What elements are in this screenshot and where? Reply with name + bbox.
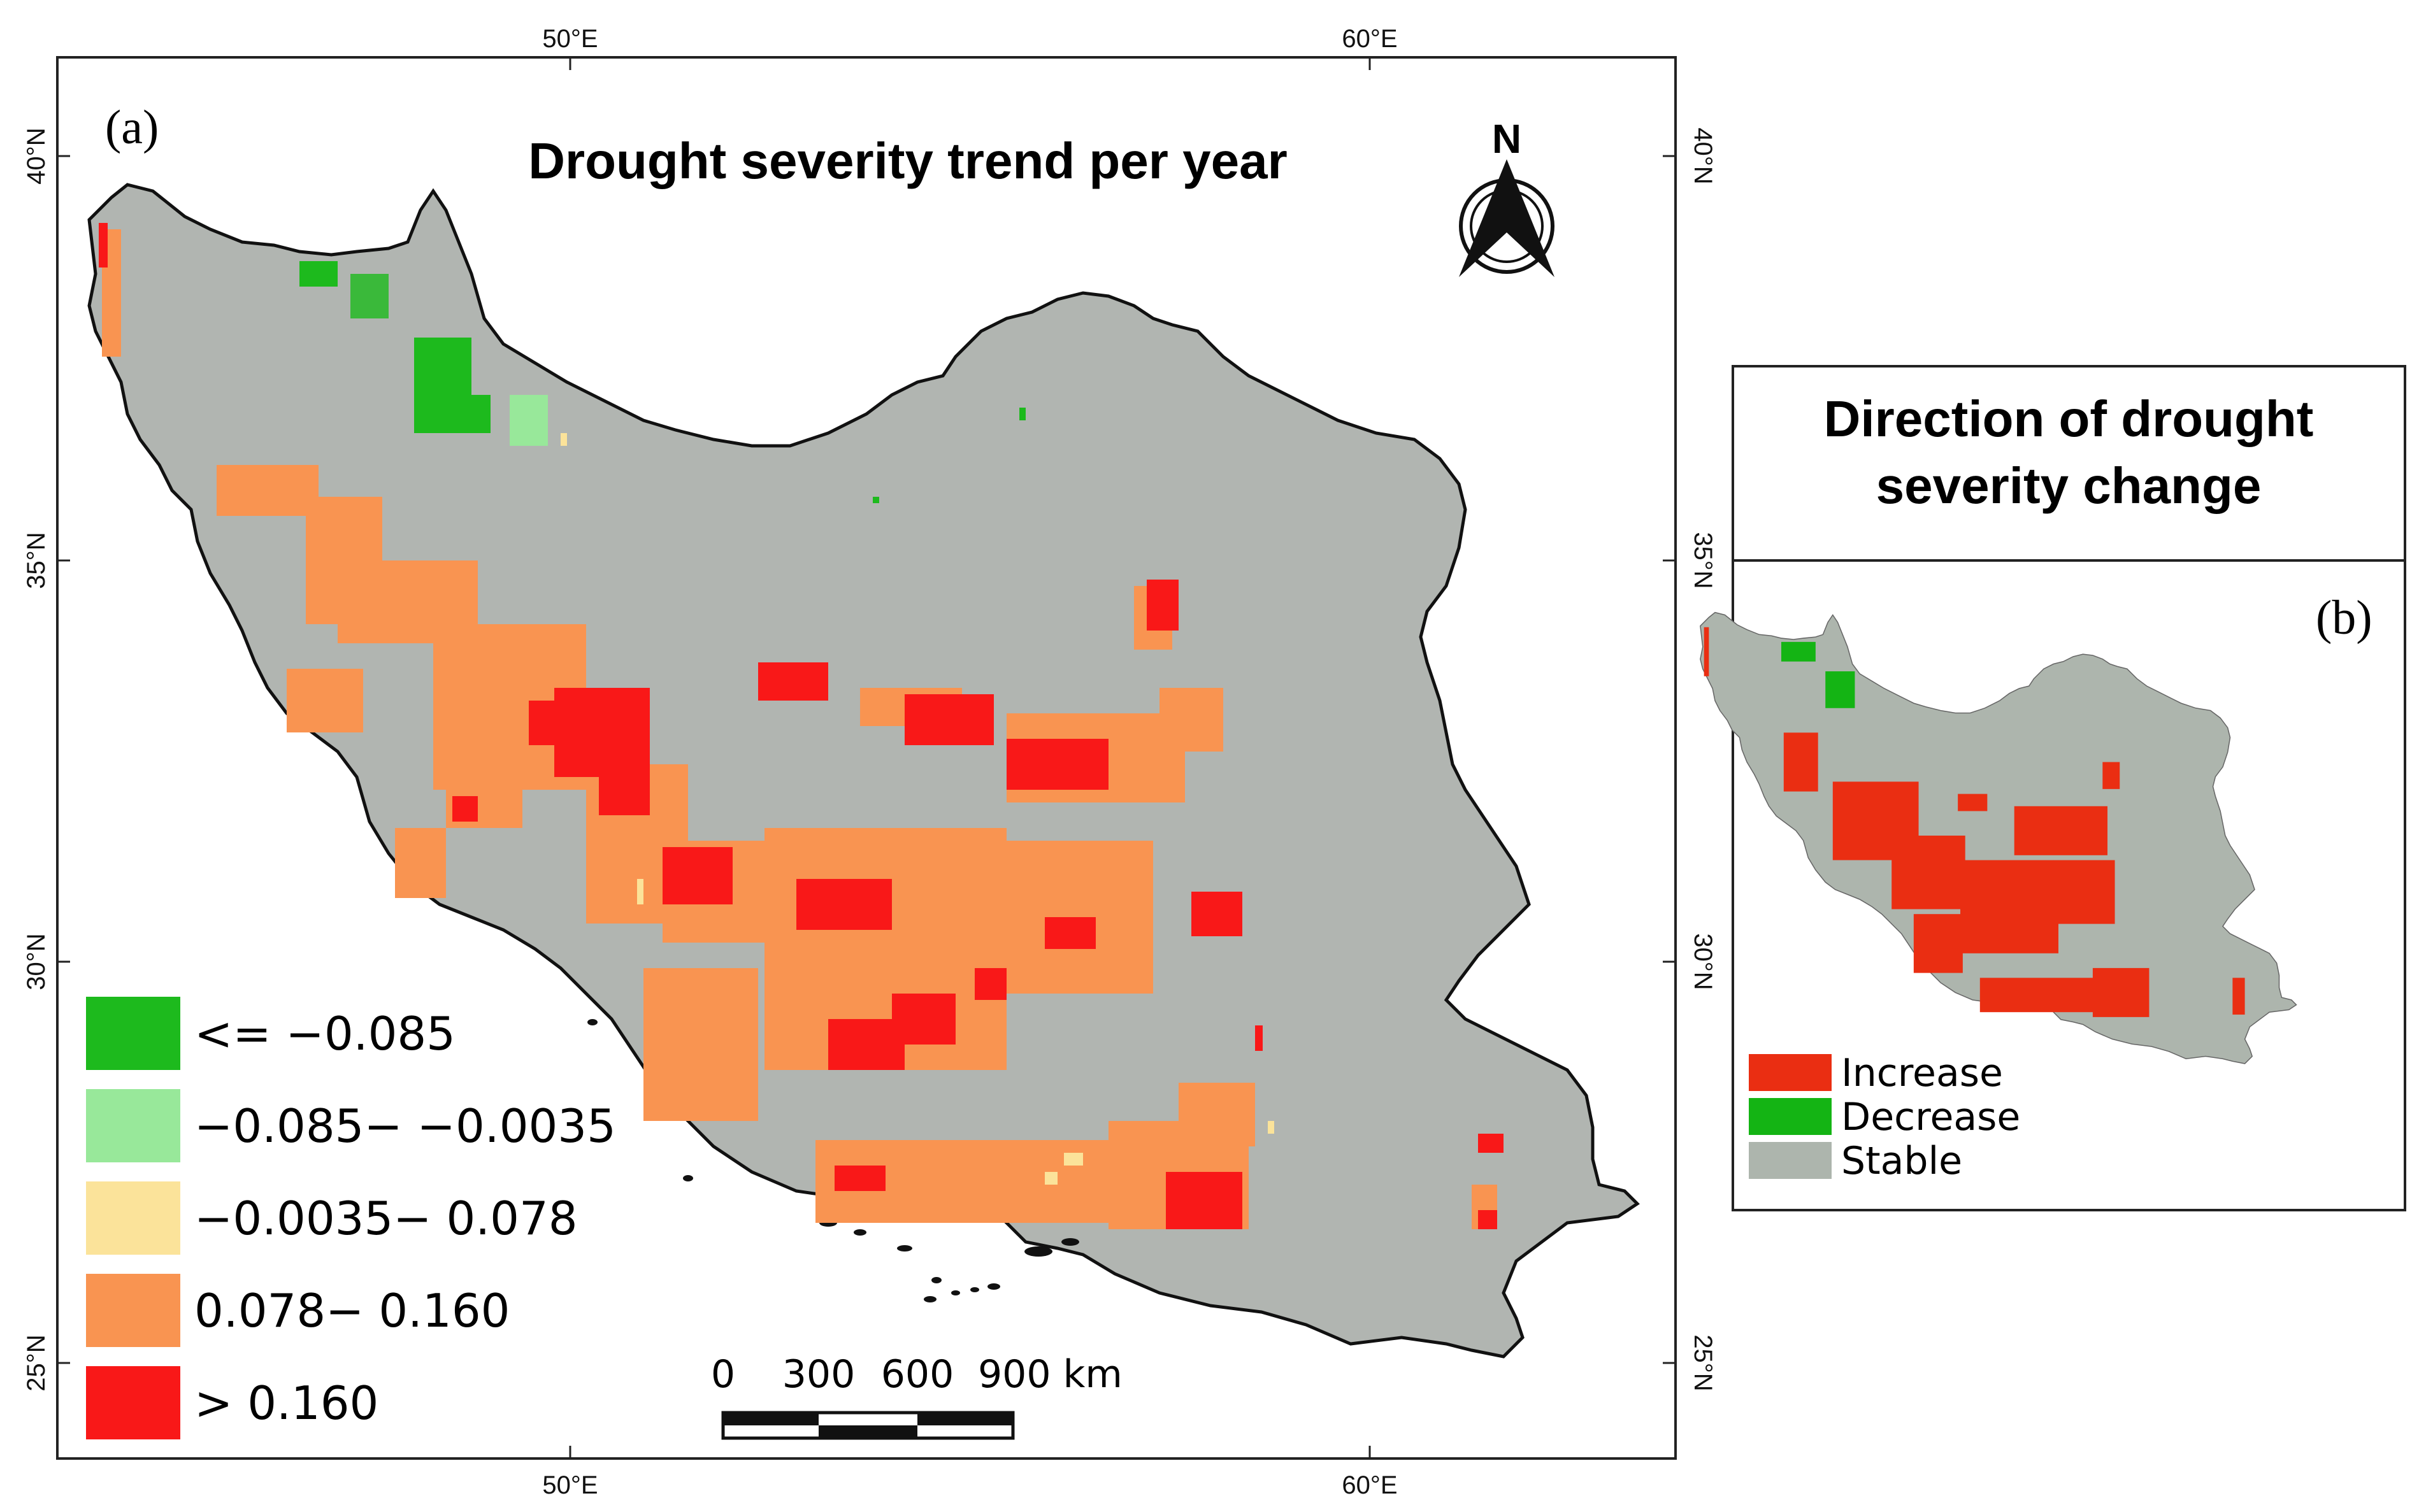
left-lat-label-25: 25°N xyxy=(22,1334,50,1391)
legend-label-4: 0.078− 0.160 xyxy=(194,1284,510,1337)
legend-label-1: <= −0.085 xyxy=(194,1007,456,1060)
bottom-lon-label-50: 50°E xyxy=(542,1471,598,1499)
near-zero-patches xyxy=(561,433,1274,1185)
left-lat-label-40: 40°N xyxy=(22,127,50,184)
inset-iran xyxy=(1700,611,2297,1064)
inset-legend-swatch-stable xyxy=(1749,1142,1832,1179)
top-lon-label-60: 60°E xyxy=(1342,25,1397,53)
legend-label-5: > 0.160 xyxy=(194,1376,378,1430)
legend-swatch-1 xyxy=(86,997,180,1070)
inset-legend-label-increase: Increase xyxy=(1841,1051,2003,1095)
map-b-title-line1: Direction of drought xyxy=(1824,390,2314,447)
inset-legend-swatch-decrease xyxy=(1749,1098,1832,1135)
scale-label-600: 600 xyxy=(881,1352,954,1397)
graticule-ticks xyxy=(57,57,1676,1459)
map-b-legend: Increase Decrease Stable xyxy=(1749,1051,2020,1183)
scale-label-0: 0 xyxy=(711,1352,735,1397)
moderate-increase-patches xyxy=(102,229,1497,1229)
left-lat-label-30: 30°N xyxy=(22,933,50,990)
legend-label-3: −0.0035− 0.078 xyxy=(194,1192,578,1245)
panel-label-b: (b) xyxy=(2316,591,2372,645)
map-a-legend: <= −0.085 −0.085− −0.0035 −0.0035− 0.078… xyxy=(86,997,616,1439)
top-lon-label-50: 50°E xyxy=(542,25,598,53)
right-lat-label-30: 30°N xyxy=(1689,933,1717,990)
panel-label-a: (a) xyxy=(105,101,159,154)
map-b-title-line2: severity change xyxy=(1876,457,2262,514)
scale-bar: 0 300 600 900 km xyxy=(711,1352,1123,1440)
map-b: Direction of drought severity change (b) xyxy=(1700,365,2406,1211)
legend-label-2: −0.085− −0.0035 xyxy=(194,1099,616,1153)
left-lat-label-35: 35°N xyxy=(22,532,50,588)
bottom-lon-label-60: 60°E xyxy=(1342,1471,1397,1499)
inset-legend-label-stable: Stable xyxy=(1841,1139,1962,1183)
north-arrow-label: N xyxy=(1492,116,1521,162)
right-lat-label-25: 25°N xyxy=(1689,1334,1717,1391)
inset-legend-swatch-increase xyxy=(1749,1054,1832,1091)
legend-swatch-2 xyxy=(86,1089,180,1162)
legend-swatch-5 xyxy=(86,1366,180,1439)
legend-swatch-3 xyxy=(86,1181,180,1255)
map-b-title-box xyxy=(1732,365,2406,562)
right-lat-label-40: 40°N xyxy=(1689,127,1717,184)
decrease-patches xyxy=(299,261,1026,503)
north-arrow: N xyxy=(1459,116,1554,277)
right-lat-label-35: 35°N xyxy=(1689,532,1717,588)
strong-increase-patches xyxy=(99,223,1504,1229)
map-title: Drought severity trend per year xyxy=(528,132,1287,189)
scale-label-900: 900 km xyxy=(978,1352,1123,1397)
map-a: 50°E 60°E 50°E 60°E 40°N 35°N 30°N 25°N … xyxy=(22,25,1717,1499)
inset-legend-label-decrease: Decrease xyxy=(1841,1095,2020,1139)
legend-swatch-4 xyxy=(86,1274,180,1347)
scale-label-300: 300 xyxy=(782,1352,856,1397)
